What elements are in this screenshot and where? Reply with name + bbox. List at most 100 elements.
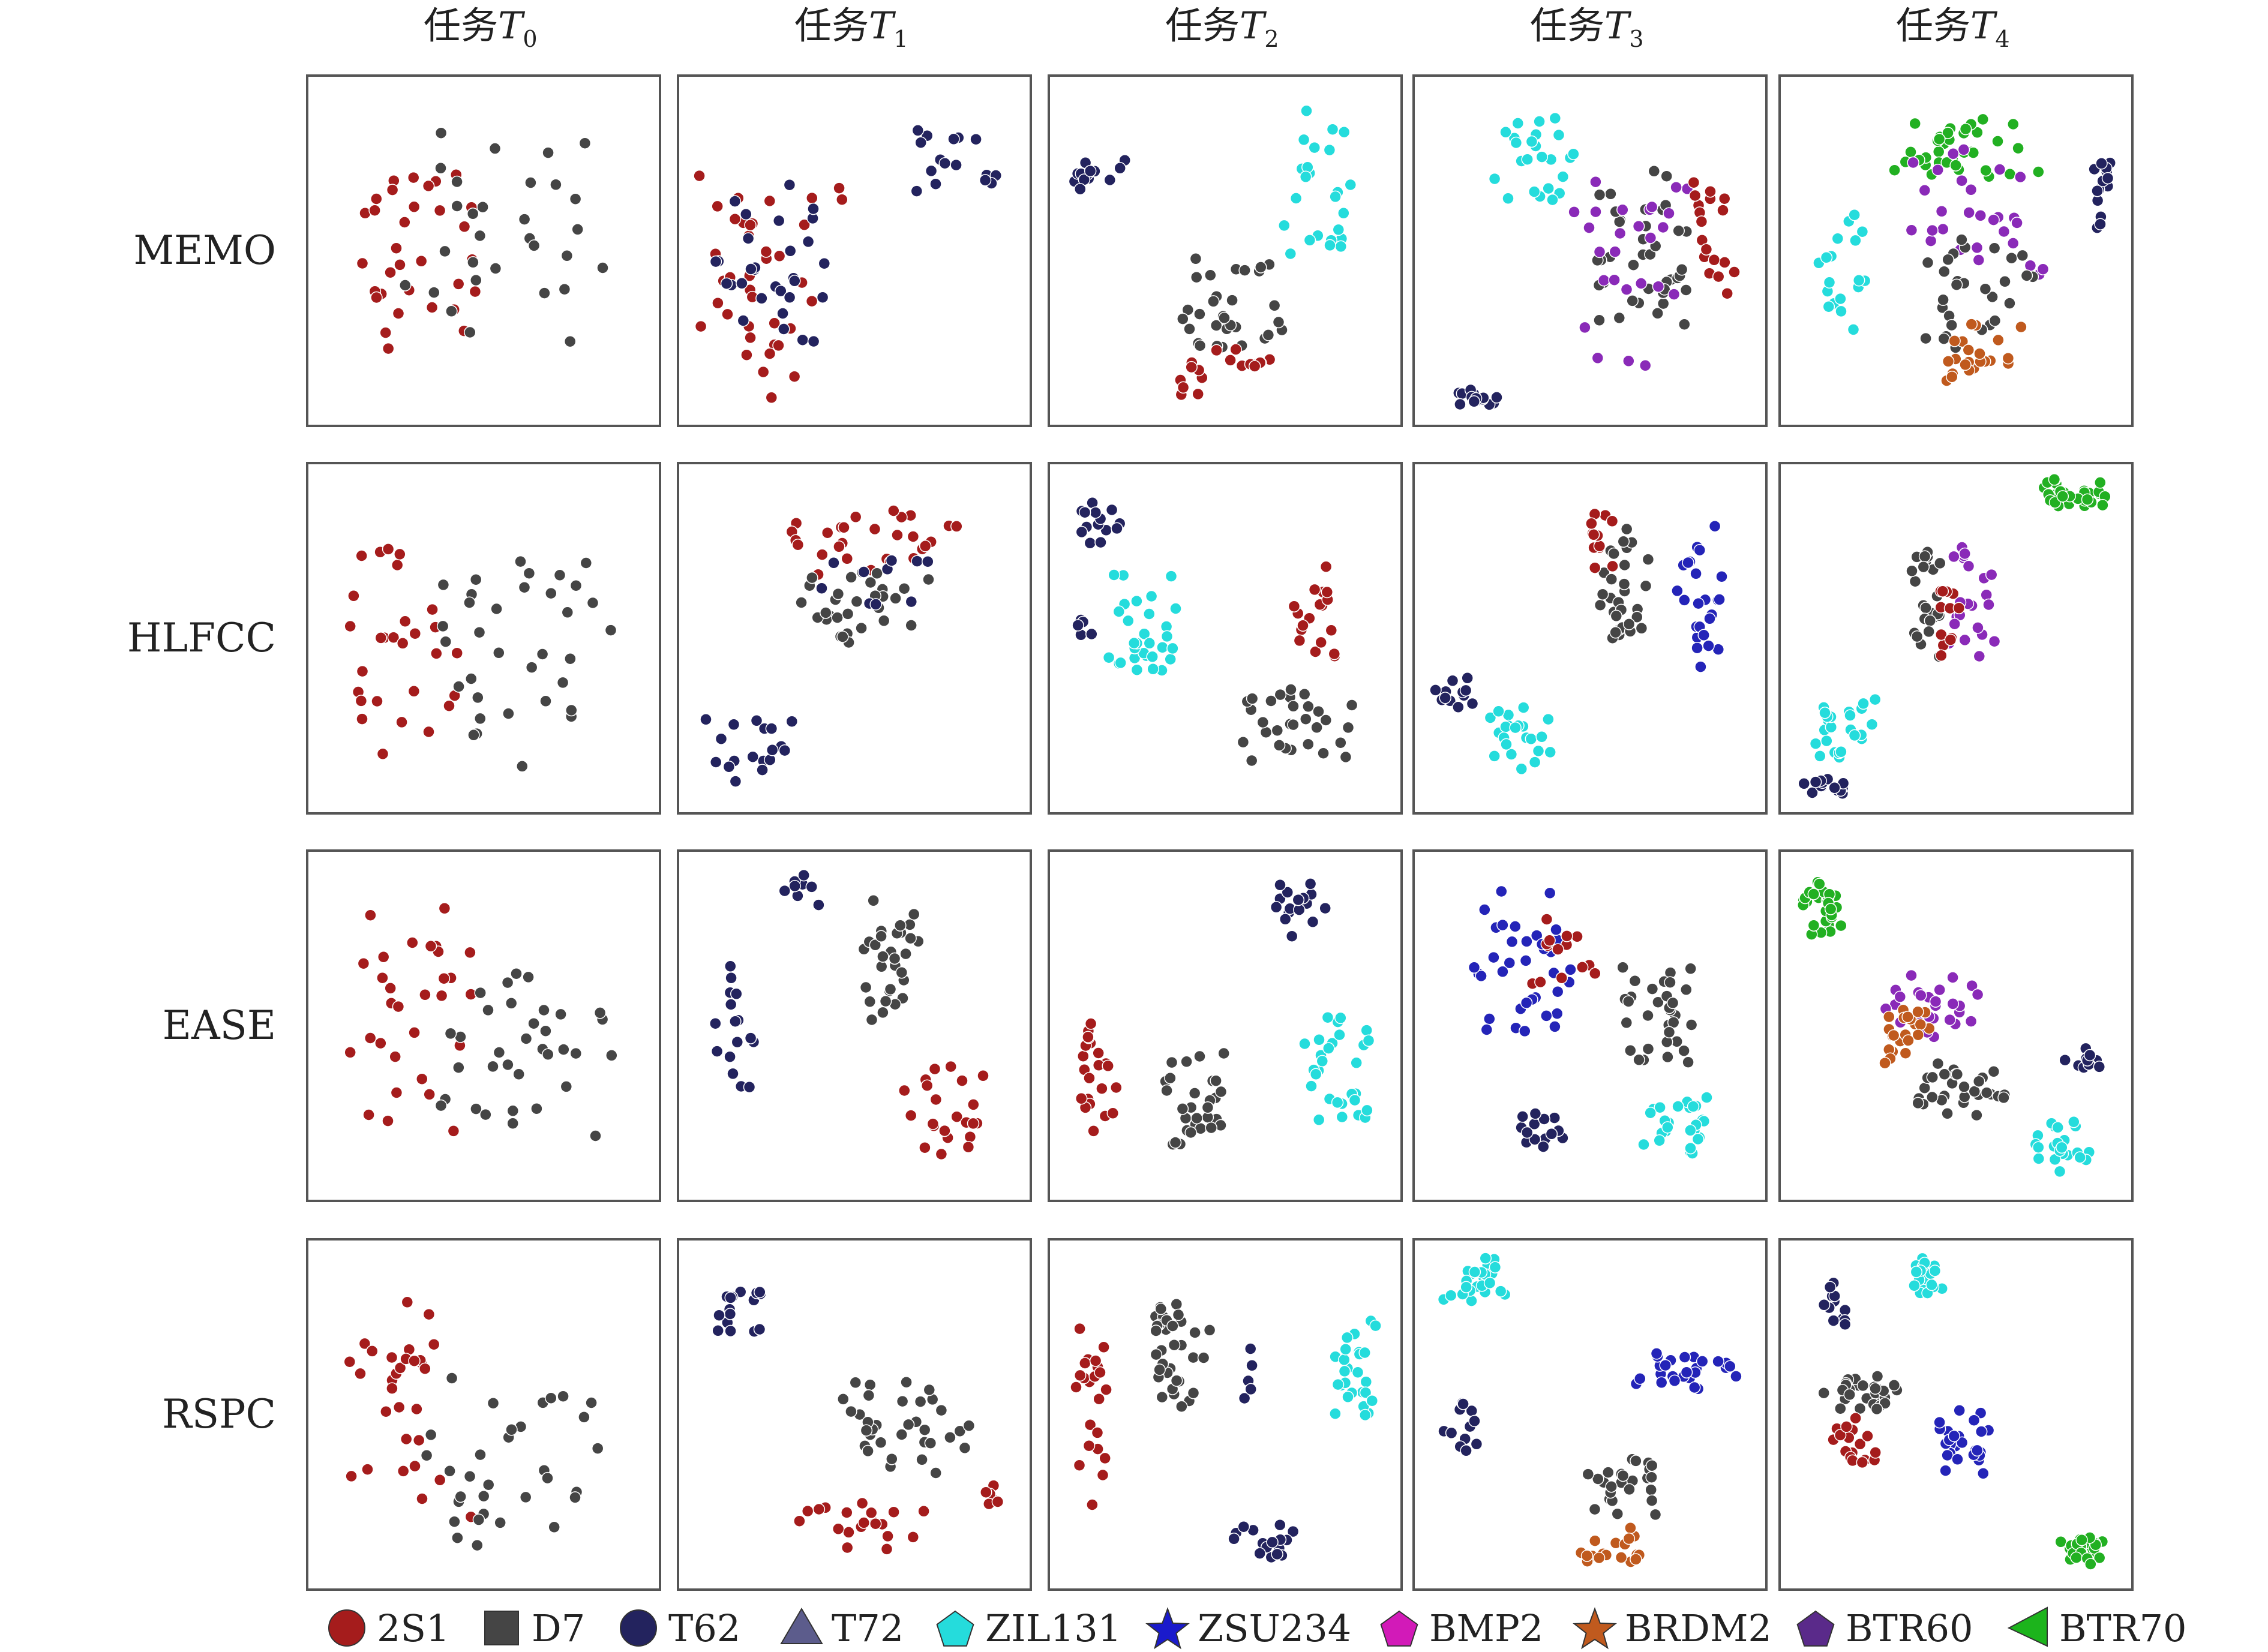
point-btr70 xyxy=(2007,118,2020,131)
point-d7 xyxy=(1675,263,1688,276)
point-2s1 xyxy=(772,339,785,352)
point-d7 xyxy=(510,967,523,980)
point-d7 xyxy=(860,1424,873,1437)
point-d7 xyxy=(523,567,536,579)
point-2s1 xyxy=(711,200,724,213)
point-d7 xyxy=(886,1452,898,1465)
point-d7 xyxy=(479,1108,492,1121)
point-2s1 xyxy=(410,1402,423,1416)
point-zil131 xyxy=(1488,172,1501,185)
point-d7 xyxy=(1657,297,1670,310)
point-2s1 xyxy=(816,548,829,561)
point-d7 xyxy=(505,997,518,1010)
point-2s1 xyxy=(355,549,368,562)
point-brdm2 xyxy=(1914,1018,1927,1031)
point-d7 xyxy=(1197,1351,1210,1364)
point-d7 xyxy=(1153,1363,1166,1376)
point-d7 xyxy=(1979,283,1992,295)
point-2s1 xyxy=(1944,633,1957,646)
point-d7 xyxy=(850,595,863,608)
point-d7 xyxy=(1156,1390,1169,1404)
point-bmp2 xyxy=(1616,203,1629,217)
point-d7 xyxy=(1588,1503,1601,1516)
point-t62 xyxy=(1244,1383,1257,1396)
point-t62 xyxy=(816,291,829,304)
point-zil131 xyxy=(1316,1055,1329,1068)
point-zil131 xyxy=(1127,636,1141,650)
point-2s1 xyxy=(935,1148,948,1161)
point-zil131 xyxy=(1820,251,1833,264)
point-2s1 xyxy=(1308,583,1321,596)
point-t62 xyxy=(1460,1444,1472,1457)
point-zil131 xyxy=(1542,713,1555,726)
point-2s1 xyxy=(379,326,392,339)
point-t62 xyxy=(1466,697,1479,710)
point-2s1 xyxy=(376,971,389,984)
point-zil131 xyxy=(1333,1028,1346,1041)
point-d7 xyxy=(884,983,897,996)
point-t62 xyxy=(979,174,992,187)
point-d7 xyxy=(1193,339,1207,352)
point-2s1 xyxy=(1099,1452,1111,1465)
point-d7 xyxy=(2020,269,2033,282)
point-t62 xyxy=(1304,878,1317,890)
point-d7 xyxy=(1622,618,1636,630)
point-t62 xyxy=(1528,1133,1541,1146)
point-d7 xyxy=(553,569,566,582)
point-2s1 xyxy=(425,301,439,314)
point-2s1 xyxy=(1952,602,1966,614)
point-d7 xyxy=(465,672,478,685)
point-2s1 xyxy=(841,1506,853,1519)
point-d7 xyxy=(1856,1379,1870,1392)
point-zsu234 xyxy=(1519,1025,1531,1038)
point-d7 xyxy=(487,1060,499,1073)
point-d7 xyxy=(501,976,514,989)
point-zil131 xyxy=(1809,737,1822,750)
point-zil131 xyxy=(1308,141,1321,154)
point-d7 xyxy=(471,1539,484,1552)
point-d7 xyxy=(1611,1507,1624,1520)
point-d7 xyxy=(1605,1480,1618,1493)
point-2s1 xyxy=(868,522,881,536)
point-zil131 xyxy=(2053,1165,2066,1178)
point-2s1 xyxy=(1561,930,1573,942)
point-d7 xyxy=(894,919,907,932)
point-d7 xyxy=(871,567,883,580)
point-2s1 xyxy=(1091,1426,1104,1439)
point-d7 xyxy=(923,1383,936,1396)
point-d7 xyxy=(1888,1379,1901,1392)
point-2s1 xyxy=(406,936,419,949)
point-zil131 xyxy=(1819,707,1831,719)
point-zsu234 xyxy=(1659,1359,1672,1372)
point-t62 xyxy=(1470,1438,1483,1450)
point-t62 xyxy=(788,275,801,287)
point-t62 xyxy=(950,158,962,172)
point-d7 xyxy=(2005,251,2018,265)
point-d7 xyxy=(1189,253,1202,265)
point-zil131 xyxy=(1484,711,1497,724)
point-d7 xyxy=(1652,996,1664,1008)
point-zil131 xyxy=(1102,651,1115,664)
point-t62 xyxy=(910,185,923,197)
point-bmp2 xyxy=(1589,205,1602,218)
point-d7 xyxy=(1188,1087,1201,1100)
point-2s1 xyxy=(721,308,734,321)
point-d7 xyxy=(1272,316,1285,329)
point-2s1 xyxy=(408,1354,421,1367)
point-d7 xyxy=(472,1513,485,1526)
point-2s1 xyxy=(964,1130,977,1143)
point-2s1 xyxy=(768,317,781,330)
point-d7 xyxy=(907,908,920,921)
row-label-rspc: RSPC xyxy=(162,1391,276,1437)
point-d7 xyxy=(1334,736,1347,749)
point-zsu234 xyxy=(1696,1355,1709,1368)
legend-marker xyxy=(780,1608,823,1644)
point-d7 xyxy=(1633,1053,1645,1067)
point-btr70 xyxy=(2084,1558,2097,1570)
point-d7 xyxy=(1912,1097,1924,1110)
point-d7 xyxy=(1285,683,1297,696)
point-d7 xyxy=(522,971,535,984)
point-2s1 xyxy=(907,1531,920,1543)
point-2s1 xyxy=(430,647,443,660)
point-d7 xyxy=(1918,550,1931,563)
